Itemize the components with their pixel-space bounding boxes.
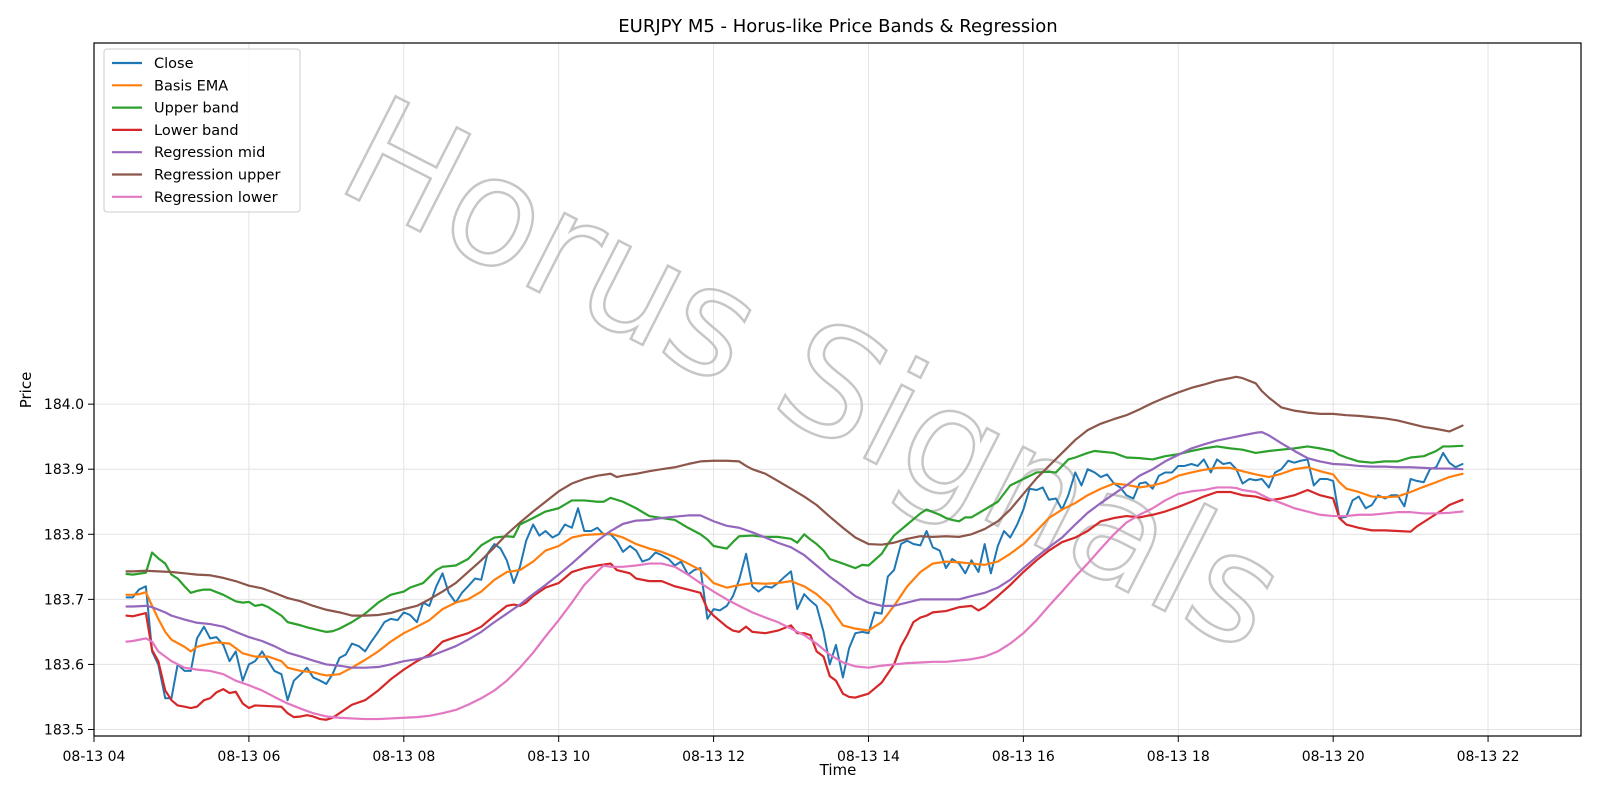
y-axis: 183.5 183.6 183.7 183.8 183.9 184.0: [44, 397, 94, 738]
legend-label: Lower band: [154, 123, 239, 139]
y-tick-label: 183.5: [44, 722, 84, 738]
series-line-regression-mid: [125, 431, 1464, 669]
y-tick-label: 184.0: [44, 397, 84, 413]
y-tick-label: 183.7: [44, 592, 84, 608]
series-line-close: [125, 451, 1464, 702]
y-tick-label: 183.8: [44, 527, 84, 543]
legend-box: [103, 48, 301, 213]
x-axis: 08-13 04 08-13 06 08-13 08 08-13 10 08-13 12…: [63, 736, 1520, 765]
plot-frame: [93, 42, 1582, 737]
chart-title: EURJPY M5 - Horus-like Price Bands & Reg…: [618, 16, 1057, 37]
x-tick-label: 08-13 04: [63, 749, 126, 765]
x-tick-label: 08-13 20: [1302, 749, 1365, 765]
legend: Close Basis EMA Upper band Lower band Regres…: [103, 48, 301, 213]
x-tick-label: 08-13 06: [217, 749, 280, 765]
x-axis-label: Time: [819, 761, 857, 779]
series-line-basis-ema: [125, 466, 1464, 677]
x-tick-label: 08-13 16: [992, 749, 1055, 765]
series-line-lower-band: [125, 488, 1464, 721]
legend-label: Upper band: [154, 101, 239, 117]
x-tick-label: 08-13 14: [837, 749, 900, 765]
y-tick-label: 183.9: [44, 462, 84, 478]
x-tick-label: 08-13 18: [1147, 749, 1210, 765]
x-tick-label: 08-13 12: [682, 749, 745, 765]
x-tick-label: 08-13 10: [527, 749, 590, 765]
x-tick-label: 08-13 22: [1457, 749, 1520, 765]
series-group: [125, 375, 1464, 721]
legend-label: Basis EMA: [154, 78, 228, 94]
legend-label: Regression upper: [154, 168, 280, 184]
series-line-regression-lower: [125, 486, 1464, 721]
series-line-upper-band: [125, 444, 1464, 633]
x-tick-label: 08-13 08: [372, 749, 435, 765]
series-line-regression-upper: [125, 375, 1464, 617]
grid: [93, 43, 1581, 736]
y-tick-label: 183.6: [44, 657, 84, 673]
y-axis-label: Price: [17, 372, 35, 409]
legend-label: Regression lower: [154, 190, 278, 206]
legend-label: Close: [154, 56, 194, 72]
legend-label: Regression mid: [154, 145, 265, 161]
